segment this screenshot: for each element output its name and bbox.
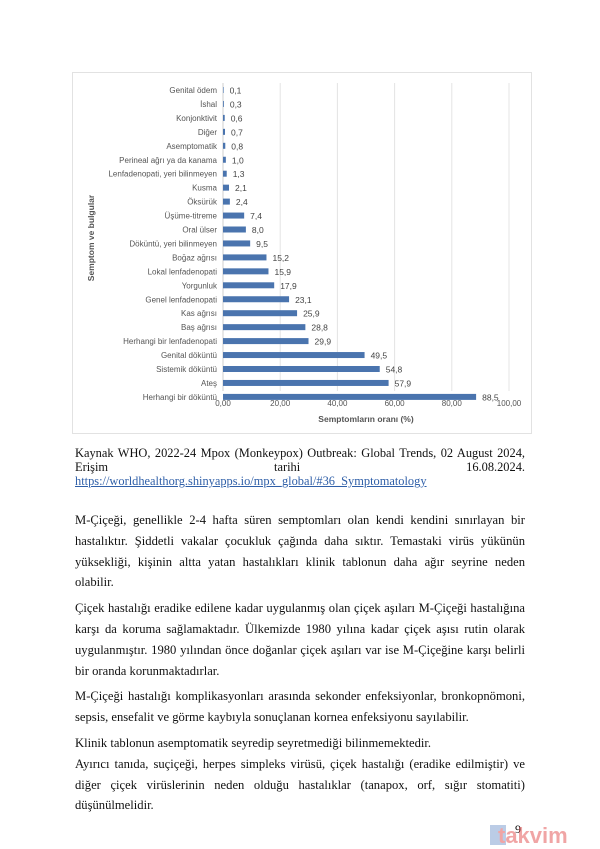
- data-label: 23,1: [295, 295, 312, 305]
- data-label: 17,9: [280, 281, 297, 291]
- y-category-label: Konjonktivit: [176, 114, 218, 123]
- data-label: 2,4: [236, 197, 248, 207]
- y-category-label: Perineal ağrı ya da kanama: [119, 156, 217, 165]
- x-tick-label: 60,00: [385, 399, 406, 408]
- bar: [223, 170, 227, 177]
- y-category-label: Boğaz ağrısı: [172, 253, 217, 262]
- data-label: 15,9: [274, 267, 291, 277]
- data-label: 0,7: [231, 127, 243, 137]
- bar: [223, 198, 230, 205]
- y-category-label: Genital döküntü: [161, 351, 217, 360]
- y-category-label: Oral ülser: [182, 226, 217, 235]
- data-label: 2,1: [235, 183, 247, 193]
- y-category-label: Herhangi bir döküntü: [143, 393, 217, 402]
- bar: [223, 156, 226, 163]
- paragraph-4: Klinik tablonun asemptomatik seyredip se…: [75, 735, 432, 750]
- chart-svg: 0,00 20,00 40,00 60,00 80,00 100,00 Genital öd…: [86, 83, 522, 424]
- page-number: 9: [515, 822, 521, 837]
- data-label: 49,5: [371, 351, 388, 361]
- data-label: 1,3: [233, 169, 245, 179]
- bar: [223, 240, 251, 247]
- x-tick-label: 100,00: [497, 399, 522, 408]
- y-category-label: Yorgunluk: [182, 281, 218, 290]
- figure-caption: Kaynak WHO, 2022-24 Mpox (Monkeypox) Out…: [75, 446, 525, 488]
- y-category-label: Öksürük: [187, 198, 218, 207]
- paragraph-2: Çiçek hastalığı eradike edilene kadar uy…: [75, 601, 525, 678]
- y-category-label: Genital ödem: [169, 86, 217, 95]
- paragraph-3: M-Çiçeği hastalığı komplikasyonları aras…: [75, 689, 525, 725]
- x-tick-label: 40,00: [327, 399, 348, 408]
- x-axis-title: Semptomların oranı (%): [318, 414, 414, 424]
- bar: [223, 366, 380, 372]
- y-category-label: Asemptomatik: [166, 142, 218, 151]
- y-category-label: Ateş: [201, 379, 217, 388]
- bar: [223, 393, 477, 400]
- data-label: 28,8: [311, 323, 328, 333]
- data-label: 9,5: [256, 239, 268, 249]
- bar: [223, 324, 306, 331]
- x-tick-label: 80,00: [442, 399, 463, 408]
- bar: [223, 310, 298, 317]
- bar: [223, 296, 290, 303]
- data-label: 0,6: [231, 113, 243, 123]
- data-label: 54,8: [386, 365, 403, 375]
- bar: [223, 254, 267, 261]
- data-label: 7,4: [250, 211, 262, 221]
- y-category-label: Üşüme-titreme: [165, 212, 218, 221]
- y-category-label: Lokal lenfadenopati: [148, 267, 218, 276]
- data-label: 29,9: [315, 337, 332, 347]
- data-label: 0,3: [230, 99, 242, 109]
- y-category-label: Diğer: [198, 128, 217, 137]
- bar: [223, 114, 225, 121]
- y-category-label: Genel lenfadenopati: [145, 295, 217, 304]
- bar: [223, 352, 365, 359]
- source-link[interactable]: https://worldhealthorg.shinyapps.io/mpx_…: [75, 474, 427, 488]
- data-label: 0,8: [231, 141, 243, 151]
- data-label: 0,1: [230, 86, 242, 96]
- bar: [223, 282, 275, 289]
- data-label: 8,0: [252, 225, 264, 235]
- data-label: 88,5: [482, 392, 499, 402]
- symptom-bar-chart: 0,00 20,00 40,00 60,00 80,00 100,00 Genital öd…: [72, 72, 532, 434]
- data-label: 57,9: [395, 378, 412, 388]
- paragraph-1: M-Çiçeği, genellikle 2-4 hafta süren sem…: [75, 513, 525, 590]
- y-category-label: Baş ağrısı: [181, 323, 217, 332]
- y-category-label: Kusma: [192, 184, 217, 193]
- svg-text:takvim: takvim: [498, 823, 568, 848]
- body-text: Kaynak WHO, 2022-24 Mpox (Monkeypox) Out…: [75, 446, 525, 836]
- bar: [223, 226, 246, 233]
- y-category-label: Kas ağrısı: [181, 309, 217, 318]
- bar: [223, 128, 226, 135]
- y-category-label: Sistemik döküntü: [156, 365, 217, 374]
- y-axis-title: Semptom ve bulgular: [86, 194, 96, 281]
- x-tick-label: 20,00: [270, 399, 291, 408]
- bar: [223, 212, 245, 219]
- y-category-label: Herhangi bir lenfadenopati: [123, 337, 217, 346]
- y-category-label: Döküntü, yeri bilinmeyen: [129, 239, 217, 248]
- y-category-label: Lenfadenopati, yeri bilinmeyen: [108, 170, 217, 179]
- bar: [223, 142, 226, 149]
- data-label: 1,0: [232, 155, 244, 165]
- data-label: 15,2: [272, 253, 289, 263]
- takvim-watermark-logo: takvim: [490, 823, 568, 848]
- caption-text: Kaynak WHO, 2022-24 Mpox (Monkeypox) Out…: [75, 446, 525, 474]
- paragraph-5: Ayırıcı tanıda, suçiçeği, herpes simplek…: [75, 756, 525, 813]
- y-category-label: İshal: [200, 100, 217, 109]
- bar: [223, 338, 309, 345]
- bar: [223, 268, 269, 275]
- bar: [223, 100, 224, 107]
- x-tick-label: 0,00: [215, 399, 231, 408]
- bar: [223, 184, 230, 191]
- bar: [223, 379, 389, 386]
- bar: [223, 87, 224, 93]
- data-label: 25,9: [303, 309, 320, 319]
